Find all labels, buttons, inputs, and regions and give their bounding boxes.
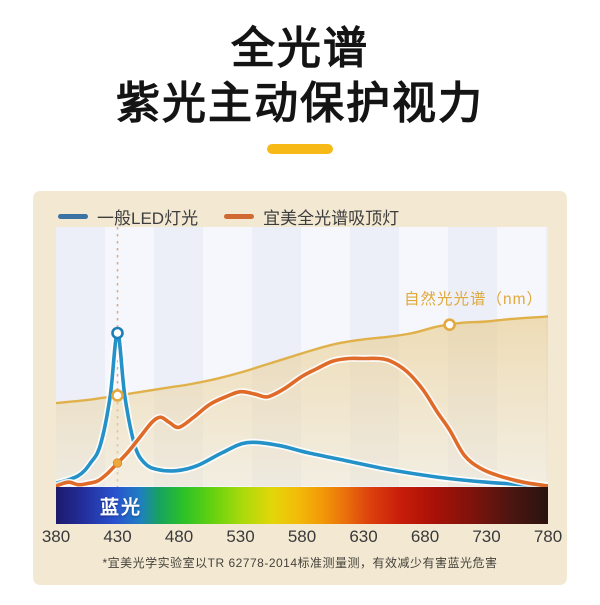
chart-legend: 一般LED灯光 宜美全光谱吸顶灯 (58, 204, 399, 229)
page-title: 全光谱 紫光主动保护视力 (0, 24, 600, 155)
x-axis: 380 430 480 530 580 630 680 730 780 (42, 527, 562, 549)
spectrum-curves-svg (56, 227, 548, 487)
spectrum-chart-card: 一般LED灯光 宜美全光谱吸顶灯 自然光光谱（nm） 蓝光 380 430 48… (33, 191, 567, 585)
spectrum-plot-area: 自然光光谱（nm） (56, 227, 548, 487)
title-line-2: 紫光主动保护视力 (116, 78, 484, 128)
x-tick-380: 380 (41, 527, 71, 546)
legend-item-fullspectrum: 宜美全光谱吸顶灯 (224, 204, 399, 229)
x-tick-580: 580 (287, 527, 317, 546)
x-tick-630: 630 (349, 527, 378, 546)
blue-light-label: 蓝光 (100, 497, 143, 518)
accent-dash (267, 144, 333, 155)
x-tick-480: 480 (164, 527, 194, 546)
x-tick-430: 430 (103, 527, 132, 546)
legend-label-led: 一般LED灯光 (97, 209, 199, 228)
legend-item-led: 一般LED灯光 (58, 204, 198, 229)
legend-swatch-blue (58, 214, 88, 219)
legend-label-fullspectrum: 宜美全光谱吸顶灯 (263, 209, 400, 228)
x-tick-530: 530 (226, 527, 255, 546)
legend-swatch-orange (224, 214, 255, 219)
natural-light-label: 自然光光谱（nm） (403, 291, 543, 308)
visible-spectrum-bar: 蓝光 (56, 487, 548, 524)
title-line-1: 全光谱 (231, 24, 369, 73)
x-tick-780: 780 (533, 527, 563, 546)
x-tick-680: 680 (410, 527, 440, 546)
footnote: *宜美光学实验室以TR 62778-2014标准测量测，有效减少有害蓝光危害 (102, 556, 498, 570)
x-tick-730: 730 (472, 527, 501, 546)
